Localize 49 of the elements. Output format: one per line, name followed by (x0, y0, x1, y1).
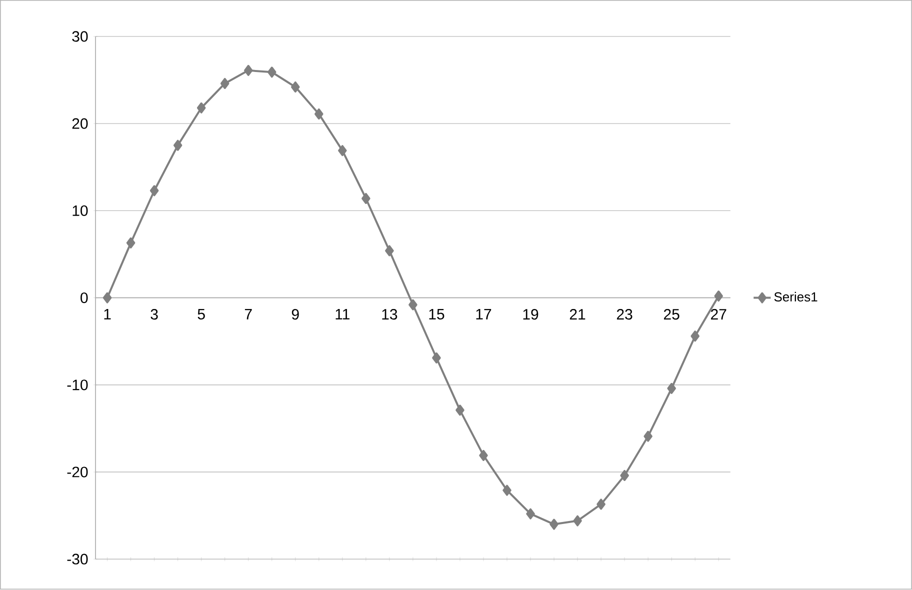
point (456, 404, 464, 416)
point (173, 140, 182, 152)
point (220, 78, 230, 90)
point (362, 193, 370, 204)
point (620, 470, 629, 482)
point (714, 290, 723, 302)
point (314, 108, 324, 120)
point (267, 66, 276, 78)
x-tick-label: 11 (336, 309, 350, 320)
point (502, 485, 512, 496)
point (150, 185, 159, 196)
point (644, 431, 652, 442)
x-tick-label: 3 (150, 309, 158, 320)
y-tick-label: 0 (80, 292, 88, 304)
y-tick-label: -20 (67, 466, 88, 478)
x-tick-label: 25 (664, 309, 680, 320)
x-tick-label: 5 (198, 309, 205, 320)
point (526, 508, 535, 520)
x-tick-label: 1 (104, 309, 111, 320)
y-tick-label: 30 (72, 31, 88, 42)
x-tick-label: 7 (244, 309, 252, 320)
y-tick-label: 20 (72, 118, 88, 130)
point (479, 450, 488, 462)
point (690, 330, 700, 342)
point (550, 518, 558, 530)
point (408, 299, 418, 310)
point (667, 383, 676, 394)
x-tick-label: 17 (476, 309, 492, 320)
legend-label: Series1 (774, 292, 818, 302)
x-tick-label: 19 (523, 309, 538, 320)
point (385, 245, 394, 256)
point (596, 498, 606, 510)
point (573, 516, 582, 527)
x-tick-label: 27 (711, 309, 726, 320)
point (102, 292, 112, 304)
x-tick-label: 9 (292, 309, 299, 320)
point (126, 238, 136, 249)
point (338, 145, 347, 156)
x-tick-label: 15 (429, 309, 444, 320)
point (196, 102, 206, 114)
point (244, 65, 253, 76)
x-tick-label: 23 (616, 309, 632, 320)
x-tick-label: 13 (382, 309, 398, 320)
y-tick-label: -10 (67, 380, 88, 390)
x-tick-label: 21 (570, 309, 586, 320)
y-tick-label: -30 (67, 554, 88, 565)
point (432, 352, 441, 364)
point (291, 82, 300, 93)
y-tick-label: 10 (72, 206, 88, 216)
